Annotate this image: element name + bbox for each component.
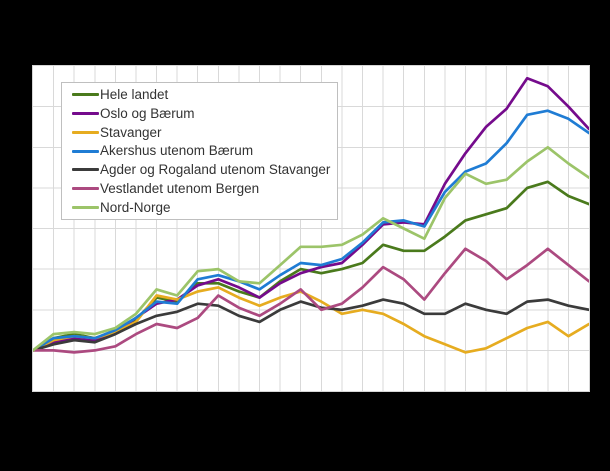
legend-label: Oslo og Bærum <box>100 105 195 121</box>
series-line-stavanger <box>33 286 589 354</box>
legend-swatch-icon <box>72 149 99 153</box>
legend-item-stavanger: Stavanger <box>72 123 337 141</box>
plot-area: Hele landet Oslo og Bærum Stavanger Aker… <box>32 65 590 392</box>
legend-label: Agder og Rogaland utenom Stavanger <box>100 162 331 177</box>
legend-label: Vestlandet utenom Bergen <box>100 180 260 196</box>
legend-label: Stavanger <box>100 124 162 140</box>
legend-item-vestlandet-utenom-bergen: Vestlandet utenom Bergen <box>72 180 337 198</box>
legend-item-oslo-og-baerum: Oslo og Bærum <box>72 105 337 123</box>
legend-swatch-icon <box>72 112 99 115</box>
legend-label: Hele landet <box>100 87 169 102</box>
series-line-agder-og-rogaland-utenom-stavanger <box>33 298 589 352</box>
legend-item-nord-norge: Nord-Norge <box>72 198 337 216</box>
series-line-vestlandet-utenom-bergen <box>33 247 589 354</box>
legend: Hele landet Oslo og Bærum Stavanger Aker… <box>61 82 338 220</box>
series-line-akershus-utenom-b-rum <box>33 109 589 352</box>
legend-swatch-icon <box>72 130 99 134</box>
legend-swatch-icon <box>72 187 99 190</box>
legend-item-hele-landet: Hele landet <box>72 86 337 104</box>
legend-item-agder-og-rogaland-utenom-stavanger: Agder og Rogaland utenom Stavanger <box>72 161 337 179</box>
legend-swatch-icon <box>72 168 99 172</box>
legend-swatch-icon <box>72 205 99 209</box>
legend-label: Nord-Norge <box>100 199 171 215</box>
legend-swatch-icon <box>72 93 99 97</box>
series-line-nord-norge <box>33 145 589 352</box>
legend-item-akershus-utenom-baerum: Akershus utenom Bærum <box>72 142 337 160</box>
legend-label: Akershus utenom Bærum <box>100 143 254 159</box>
